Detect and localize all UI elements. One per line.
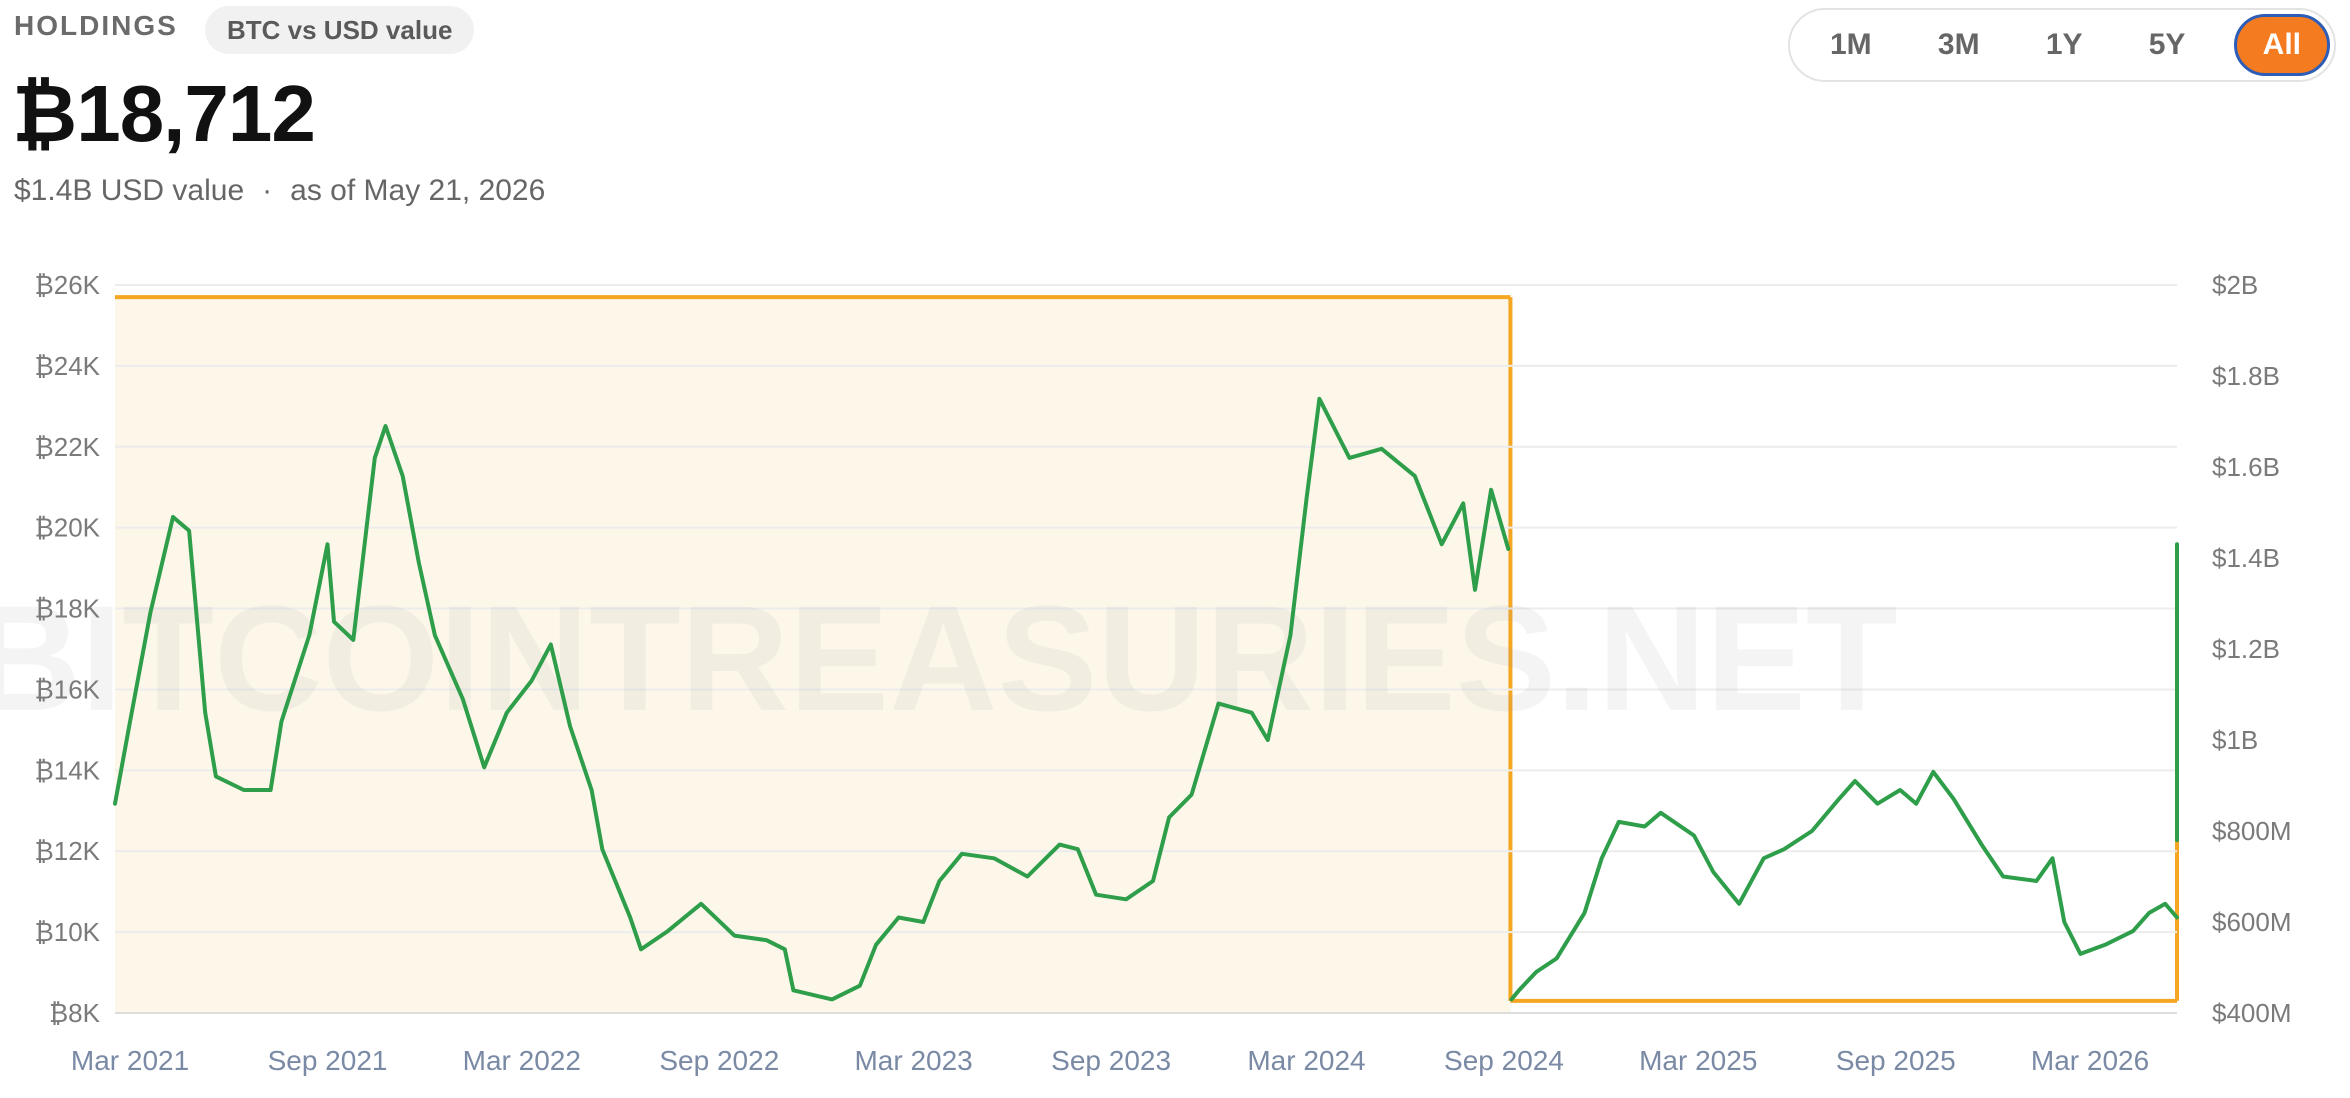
y-left-tick-label: ₿10K bbox=[34, 917, 100, 947]
range-3m-button[interactable]: 3M bbox=[1937, 28, 1980, 61]
x-tick-label: Sep 2022 bbox=[659, 1045, 779, 1076]
y-left-tick-label: ₿16K bbox=[34, 674, 100, 704]
y-left-tick-label: ₿12K bbox=[34, 836, 100, 866]
x-tick-label: Sep 2021 bbox=[268, 1045, 388, 1076]
x-tick-label: Mar 2021 bbox=[71, 1045, 189, 1076]
y-right-tick-label: $600M bbox=[2212, 907, 2292, 937]
y-left-tick-label: ₿20K bbox=[34, 513, 100, 543]
y-right-tick-label: $1.6B bbox=[2212, 452, 2280, 482]
y-right-tick-label: $1B bbox=[2212, 725, 2258, 755]
range-1y-button[interactable]: 1Y bbox=[2045, 28, 2083, 61]
x-axis: Mar 2021 Sep 2021 Mar 2022 Sep 2022 Mar 2023… bbox=[71, 1012, 2177, 1076]
series-line-0 bbox=[113, 396, 1511, 1002]
y-left-tick-label: ₿22K bbox=[34, 432, 100, 462]
range-5y-button[interactable]: 5Y bbox=[2148, 28, 2186, 61]
as-of-date: as of May 21, 2026 bbox=[290, 174, 546, 207]
y-right-tick-label: $800M bbox=[2212, 816, 2292, 846]
x-tick-label: Mar 2023 bbox=[854, 1045, 972, 1076]
range-toggle: 1M 3M 1Y 5Y All bbox=[1788, 8, 2336, 82]
mode-pill[interactable]: BTC vs USD value bbox=[205, 6, 475, 54]
x-tick-label: Sep 2023 bbox=[1051, 1045, 1171, 1076]
series-layer bbox=[113, 396, 2179, 1002]
holdings-label: HOLDINGS bbox=[14, 10, 178, 41]
y-right-tick-label: $400M bbox=[2212, 998, 2292, 1028]
y-right-tick-label: $1.8B bbox=[2212, 361, 2280, 391]
y-right-tick-label: $2B bbox=[2212, 270, 2258, 300]
y-left-tick-label: ₿18K bbox=[34, 594, 100, 624]
x-tick-label: Mar 2026 bbox=[2031, 1045, 2149, 1076]
regions-layer bbox=[115, 295, 2179, 1014]
y-left-tick-label: ₿14K bbox=[34, 755, 100, 785]
y-right-tick-label: $1.2B bbox=[2212, 634, 2280, 664]
y-left-tick-label: ₿24K bbox=[34, 351, 100, 381]
holdings-subline: $1.4B USD value · as of May 21, 2026 bbox=[14, 174, 545, 208]
separator-dot: · bbox=[262, 174, 273, 207]
x-tick-label: Sep 2025 bbox=[1836, 1045, 1956, 1076]
series-line-1 bbox=[1509, 769, 2179, 1002]
region-fill-0 bbox=[115, 297, 1511, 1014]
y-left-tick-label: ₿26K bbox=[34, 270, 100, 300]
holdings-value: ₿18,712 bbox=[12, 69, 316, 158]
right-axis: $400M $600M $800M $1B $1.2B $1.4B $1.6B $1.8B $2… bbox=[2212, 270, 2292, 1028]
left-axis: ₿8K ₿10K ₿12K ₿14K ₿16K ₿18K ₿20K ₿22K ₿24K ₿26K bbox=[34, 270, 100, 1028]
range-all-button[interactable]: All bbox=[2233, 14, 2330, 76]
x-tick-label: Mar 2022 bbox=[463, 1045, 581, 1076]
x-tick-label: Mar 2024 bbox=[1247, 1045, 1365, 1076]
y-right-tick-label: $1.4B bbox=[2212, 543, 2280, 573]
range-1m-button[interactable]: 1M bbox=[1830, 28, 1872, 61]
x-tick-label: Sep 2024 bbox=[1444, 1045, 1564, 1076]
usd-value: $1.4B USD value bbox=[14, 174, 245, 207]
y-left-tick-label: ₿8K bbox=[49, 998, 101, 1028]
x-tick-label: Mar 2025 bbox=[1639, 1045, 1757, 1076]
